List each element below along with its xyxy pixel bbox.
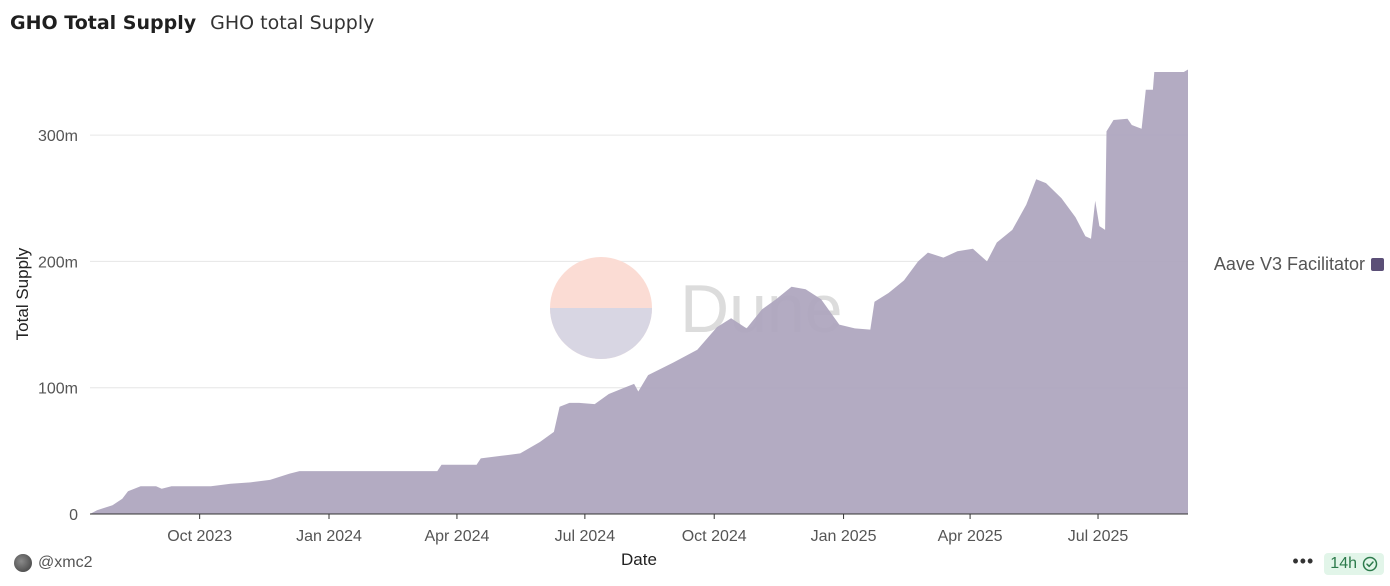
y-tick-label: 100m: [38, 381, 78, 398]
age-text: 14h: [1330, 555, 1357, 572]
y-axis-ticks: 0 100m 200m 300m: [38, 128, 78, 524]
series-area: [90, 69, 1188, 515]
y-tick-label: 0: [69, 507, 78, 524]
x-tick-label: Oct 2024: [682, 528, 747, 545]
chart-title: GHO Total Supply: [10, 12, 197, 34]
y-tick-label: 200m: [38, 254, 78, 271]
x-tick-label: Jul 2024: [555, 528, 616, 545]
avatar: [14, 554, 32, 572]
chart-header: GHO Total Supply GHO total Supply: [10, 12, 374, 40]
watermark-circle-lower: [550, 308, 652, 359]
more-options-button[interactable]: •••: [1292, 551, 1315, 571]
x-tick-label: Oct 2023: [167, 528, 232, 545]
x-tick-label: Apr 2024: [424, 528, 489, 545]
x-axis-ticks: Oct 2023 Jan 2024 Apr 2024 Jul 2024 Oct 2024…: [90, 513, 1188, 545]
author-handle: @xmc2: [38, 554, 93, 571]
check-circle-icon: [1362, 556, 1378, 572]
series-area-path[interactable]: [90, 69, 1188, 515]
x-tick-label: Apr 2025: [938, 528, 1003, 545]
x-tick-label: Jul 2025: [1068, 528, 1129, 545]
legend-item[interactable]: Aave V3 Facilitator: [1214, 254, 1384, 274]
y-axis-label: Total Supply: [13, 247, 32, 340]
x-tick-label: Jan 2025: [811, 528, 877, 545]
legend-label: Aave V3 Facilitator: [1214, 254, 1365, 274]
x-tick-label: Jan 2024: [296, 528, 362, 545]
author-info[interactable]: @xmc2: [14, 554, 92, 572]
legend-swatch: [1371, 258, 1384, 271]
chart-subtitle: GHO total Supply: [210, 12, 375, 34]
y-tick-label: 300m: [38, 128, 78, 145]
footer-actions: ••• 14h: [1292, 552, 1384, 576]
refresh-age-badge[interactable]: 14h: [1324, 553, 1384, 575]
x-axis-label: Date: [621, 550, 657, 569]
